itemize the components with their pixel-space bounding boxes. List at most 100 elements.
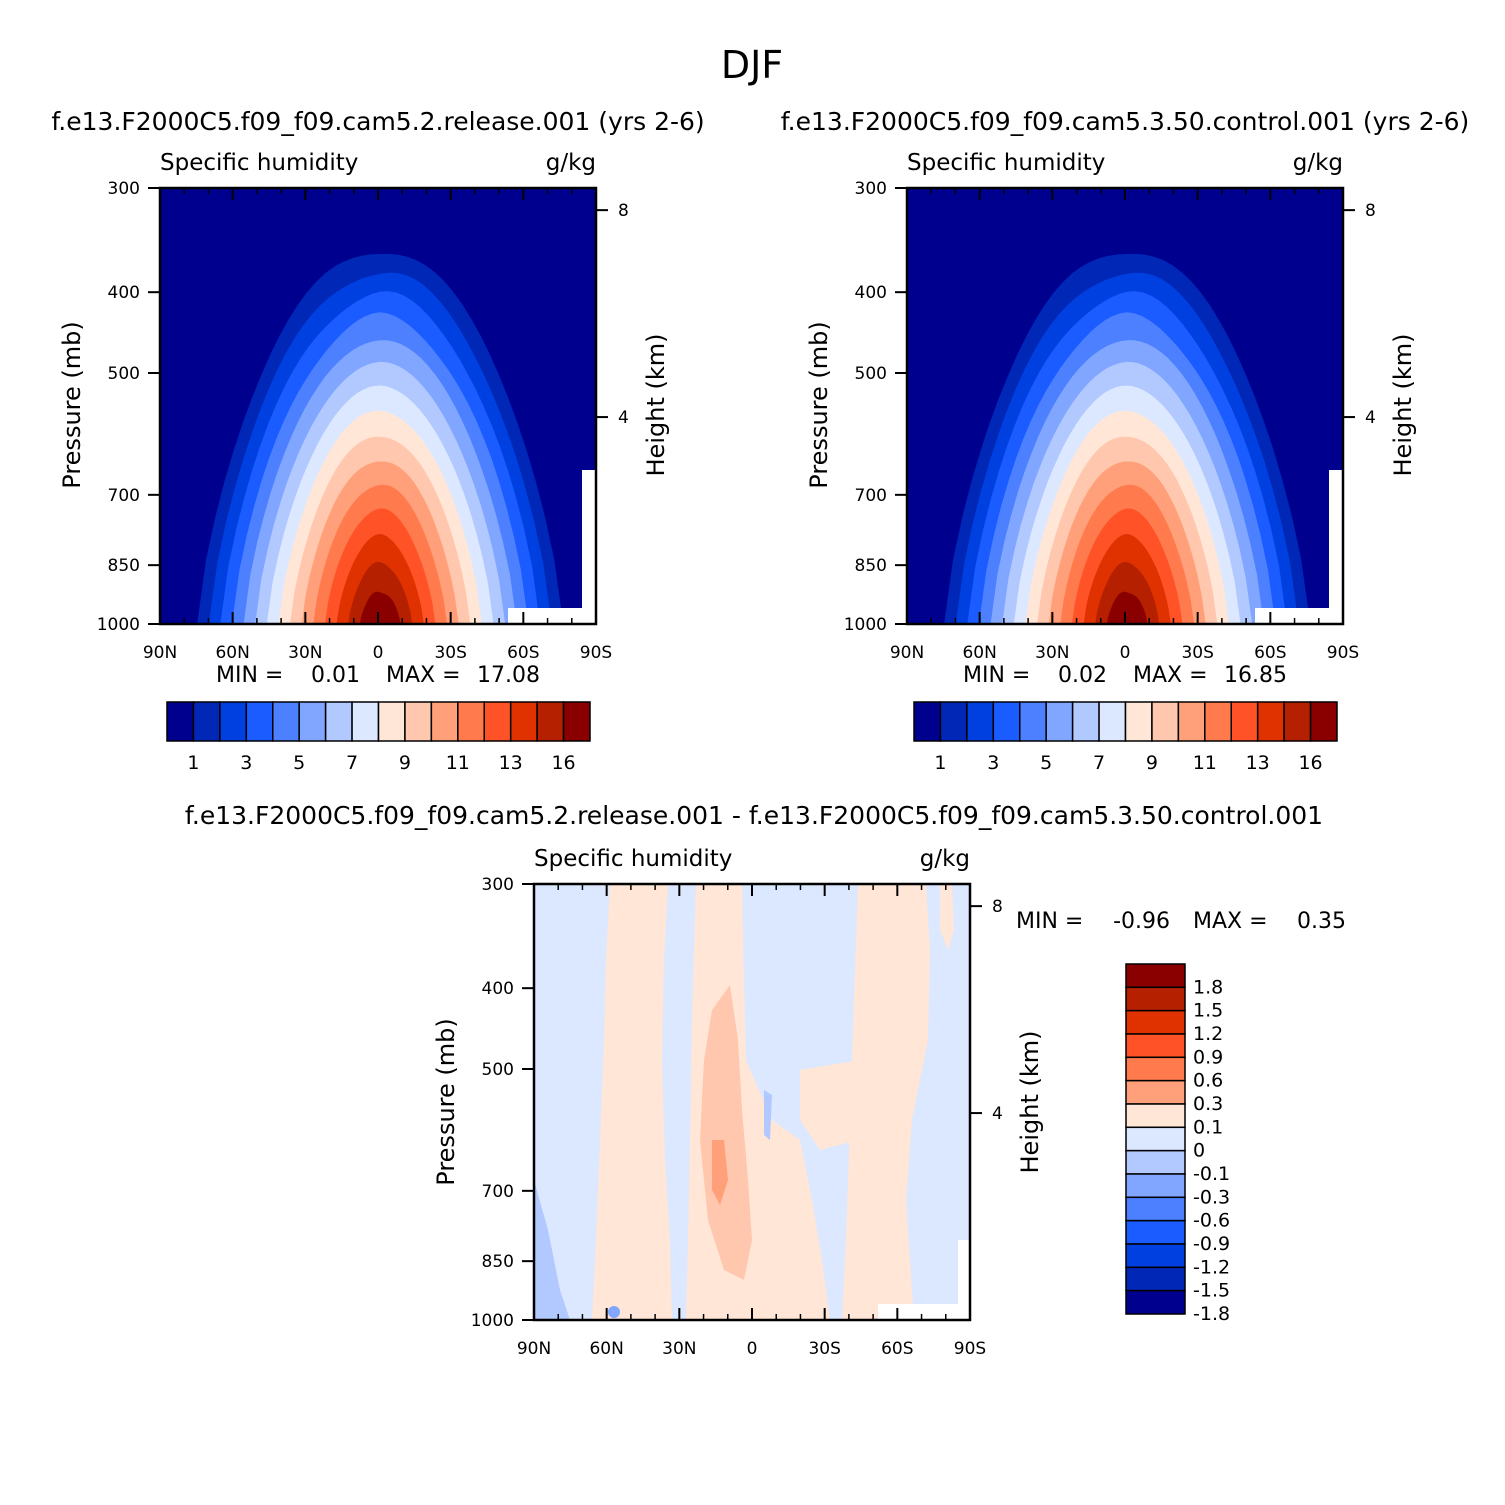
diff-y-tick-label: 500 — [482, 1060, 514, 1080]
case2-humidity-plume — [944, 253, 1311, 624]
case1-colorbar-box — [404, 701, 433, 742]
diff-x-tick-label: 0 — [747, 1339, 758, 1359]
case2-topography-mask — [1255, 608, 1343, 624]
diff-colorbar-label: -1.2 — [1193, 1256, 1230, 1278]
case2-y-right-tick-label: 4 — [1365, 408, 1376, 428]
case1-y-tick-label: 300 — [108, 179, 140, 199]
diff-colorbar-box — [1125, 1173, 1186, 1199]
case1-colorbar-label: 16 — [551, 752, 575, 774]
case2-x-tick-label: 60N — [962, 643, 996, 663]
diff-colorbar-label: -0.3 — [1193, 1186, 1230, 1208]
case1-ylabel: Pressure (mb) — [58, 321, 86, 488]
diff-x-tick-label: 90S — [954, 1339, 986, 1359]
case2-x-tick-label: 90S — [1327, 643, 1359, 663]
case2-colorbar-label: 7 — [1093, 752, 1105, 774]
diff-positive-band-60n — [592, 884, 672, 1320]
diff-min-value: -0.96 — [1113, 909, 1170, 934]
diff-x-tick-label: 30S — [808, 1339, 840, 1359]
diff-colorbar-box — [1125, 963, 1186, 989]
diff-colorbar-box — [1125, 986, 1186, 1012]
diff-positive-band-40s — [842, 884, 930, 1320]
diff-y-tick-label: 700 — [482, 1182, 514, 1202]
case1-y-tick-label: 500 — [108, 364, 140, 384]
diff-negative-patch-equator — [764, 1090, 772, 1140]
case2-var-title: Specific humidity — [907, 150, 1105, 176]
case2-colorbar-box — [1151, 701, 1180, 742]
case2-y-tick-label: 300 — [855, 179, 887, 199]
diff-colorbar-label: 0.1 — [1193, 1116, 1223, 1138]
case1-title: f.e13.F2000C5.f09_f09.cam5.2.release.001… — [51, 107, 704, 136]
diff-topography-mask — [878, 1304, 970, 1320]
case1-colorbar-box — [298, 701, 327, 742]
diff-colorbar-box — [1125, 1289, 1186, 1315]
diff-ylabel: Pressure (mb) — [432, 1018, 460, 1185]
case1-max-label: MAX = — [386, 663, 461, 688]
case1-x-tick-label: 30N — [288, 643, 322, 663]
case1-colorbar-box — [324, 701, 353, 742]
diff-colorbar-label: 1.5 — [1193, 1000, 1223, 1022]
case1-colorbar-box — [219, 701, 248, 742]
diff-colorbar-label: -1.8 — [1193, 1303, 1230, 1325]
case1-humidity-plume — [197, 253, 564, 624]
case1-topography-mask — [508, 608, 596, 624]
case1-colorbar-box — [166, 701, 195, 742]
case1-y-tick-label: 850 — [108, 556, 140, 576]
diff-negative-patch-90n — [534, 1180, 570, 1320]
case2-colorbar-box — [1098, 701, 1127, 742]
case2-colorbar-label: 5 — [1040, 752, 1052, 774]
diff-y-tick-label: 1000 — [471, 1311, 514, 1331]
case1-colorbar-box — [457, 701, 485, 742]
case2-colorbar-label: 3 — [987, 752, 999, 774]
case2-y-tick-label: 700 — [855, 486, 887, 506]
diff-y-right-tick-label: 8 — [992, 897, 1003, 917]
case1-y-tick-label: 400 — [108, 283, 140, 303]
diff-negative-spot-60n — [608, 1306, 620, 1318]
diff-y-right-tick-label: 4 — [992, 1104, 1003, 1124]
panel-case2: f.e13.F2000C5.f09_f09.cam5.3.50.control.… — [781, 107, 1470, 774]
case2-x-tick-label: 60S — [1254, 643, 1286, 663]
case2-y-right-tick-label: 8 — [1365, 201, 1376, 221]
panel-diff: f.e13.F2000C5.f09_f09.cam5.2.release.001… — [185, 801, 1346, 1359]
case2-x-tick-label: 30S — [1181, 643, 1213, 663]
case2-contour-shell-15 — [1106, 591, 1148, 624]
case1-colorbar-box — [245, 701, 274, 742]
case2-y-tick-label: 1000 — [844, 615, 887, 635]
case2-colorbar-box — [1124, 701, 1153, 742]
case2-colorbar-box — [1230, 701, 1259, 742]
diff-colorbar-box — [1125, 1149, 1186, 1175]
diff-colorbar-label: 0 — [1193, 1140, 1205, 1162]
case2-title: f.e13.F2000C5.f09_f09.cam5.3.50.control.… — [781, 107, 1470, 136]
case2-colorbar-box — [1204, 701, 1232, 742]
diff-x-tick-label: 60S — [881, 1339, 913, 1359]
case1-colorbar-label: 3 — [240, 752, 252, 774]
case1-colorbar-label: 5 — [293, 752, 305, 774]
case1-colorbar-label: 13 — [499, 752, 523, 774]
diff-max-value: 0.35 — [1297, 909, 1346, 934]
diff-colorbar-label: 0.6 — [1193, 1070, 1223, 1092]
case2-colorbar-box — [913, 701, 942, 742]
case2-units: g/kg — [1293, 150, 1343, 176]
diff-colorbar-label: 0.3 — [1193, 1093, 1223, 1115]
diff-min-label: MIN = — [1016, 909, 1083, 934]
case2-x-tick-label: 0 — [1120, 643, 1131, 663]
diff-colorbar-box — [1125, 1056, 1186, 1082]
case2-colorbar-label: 9 — [1146, 752, 1158, 774]
diff-y-tick-label: 300 — [482, 875, 514, 895]
case1-colorbar: 1 3 5 7 9 11 13 16 — [166, 701, 591, 774]
case2-x-tick-label: 90N — [890, 643, 924, 663]
diff-title: f.e13.F2000C5.f09_f09.cam5.2.release.001… — [185, 801, 1323, 830]
case2-colorbar-box — [1045, 701, 1074, 742]
case1-colorbar-box — [430, 701, 459, 742]
diff-colorbar-label: 1.2 — [1193, 1023, 1223, 1045]
case1-y-tick-label: 1000 — [97, 615, 140, 635]
diff-colorbar-box — [1125, 1033, 1186, 1059]
diff-positive-patch-south — [800, 1060, 860, 1150]
case1-units: g/kg — [546, 150, 596, 176]
diff-x-tick-label: 90N — [517, 1339, 551, 1359]
diff-colorbar-label: 1.8 — [1193, 976, 1223, 998]
case1-y-right-tick-label: 4 — [618, 408, 629, 428]
panel-case1: f.e13.F2000C5.f09_f09.cam5.2.release.001… — [51, 107, 704, 774]
diff-colorbar-box — [1125, 1126, 1186, 1152]
case1-y-right-tick-label: 8 — [618, 201, 629, 221]
case1-colorbar-label: 9 — [399, 752, 411, 774]
